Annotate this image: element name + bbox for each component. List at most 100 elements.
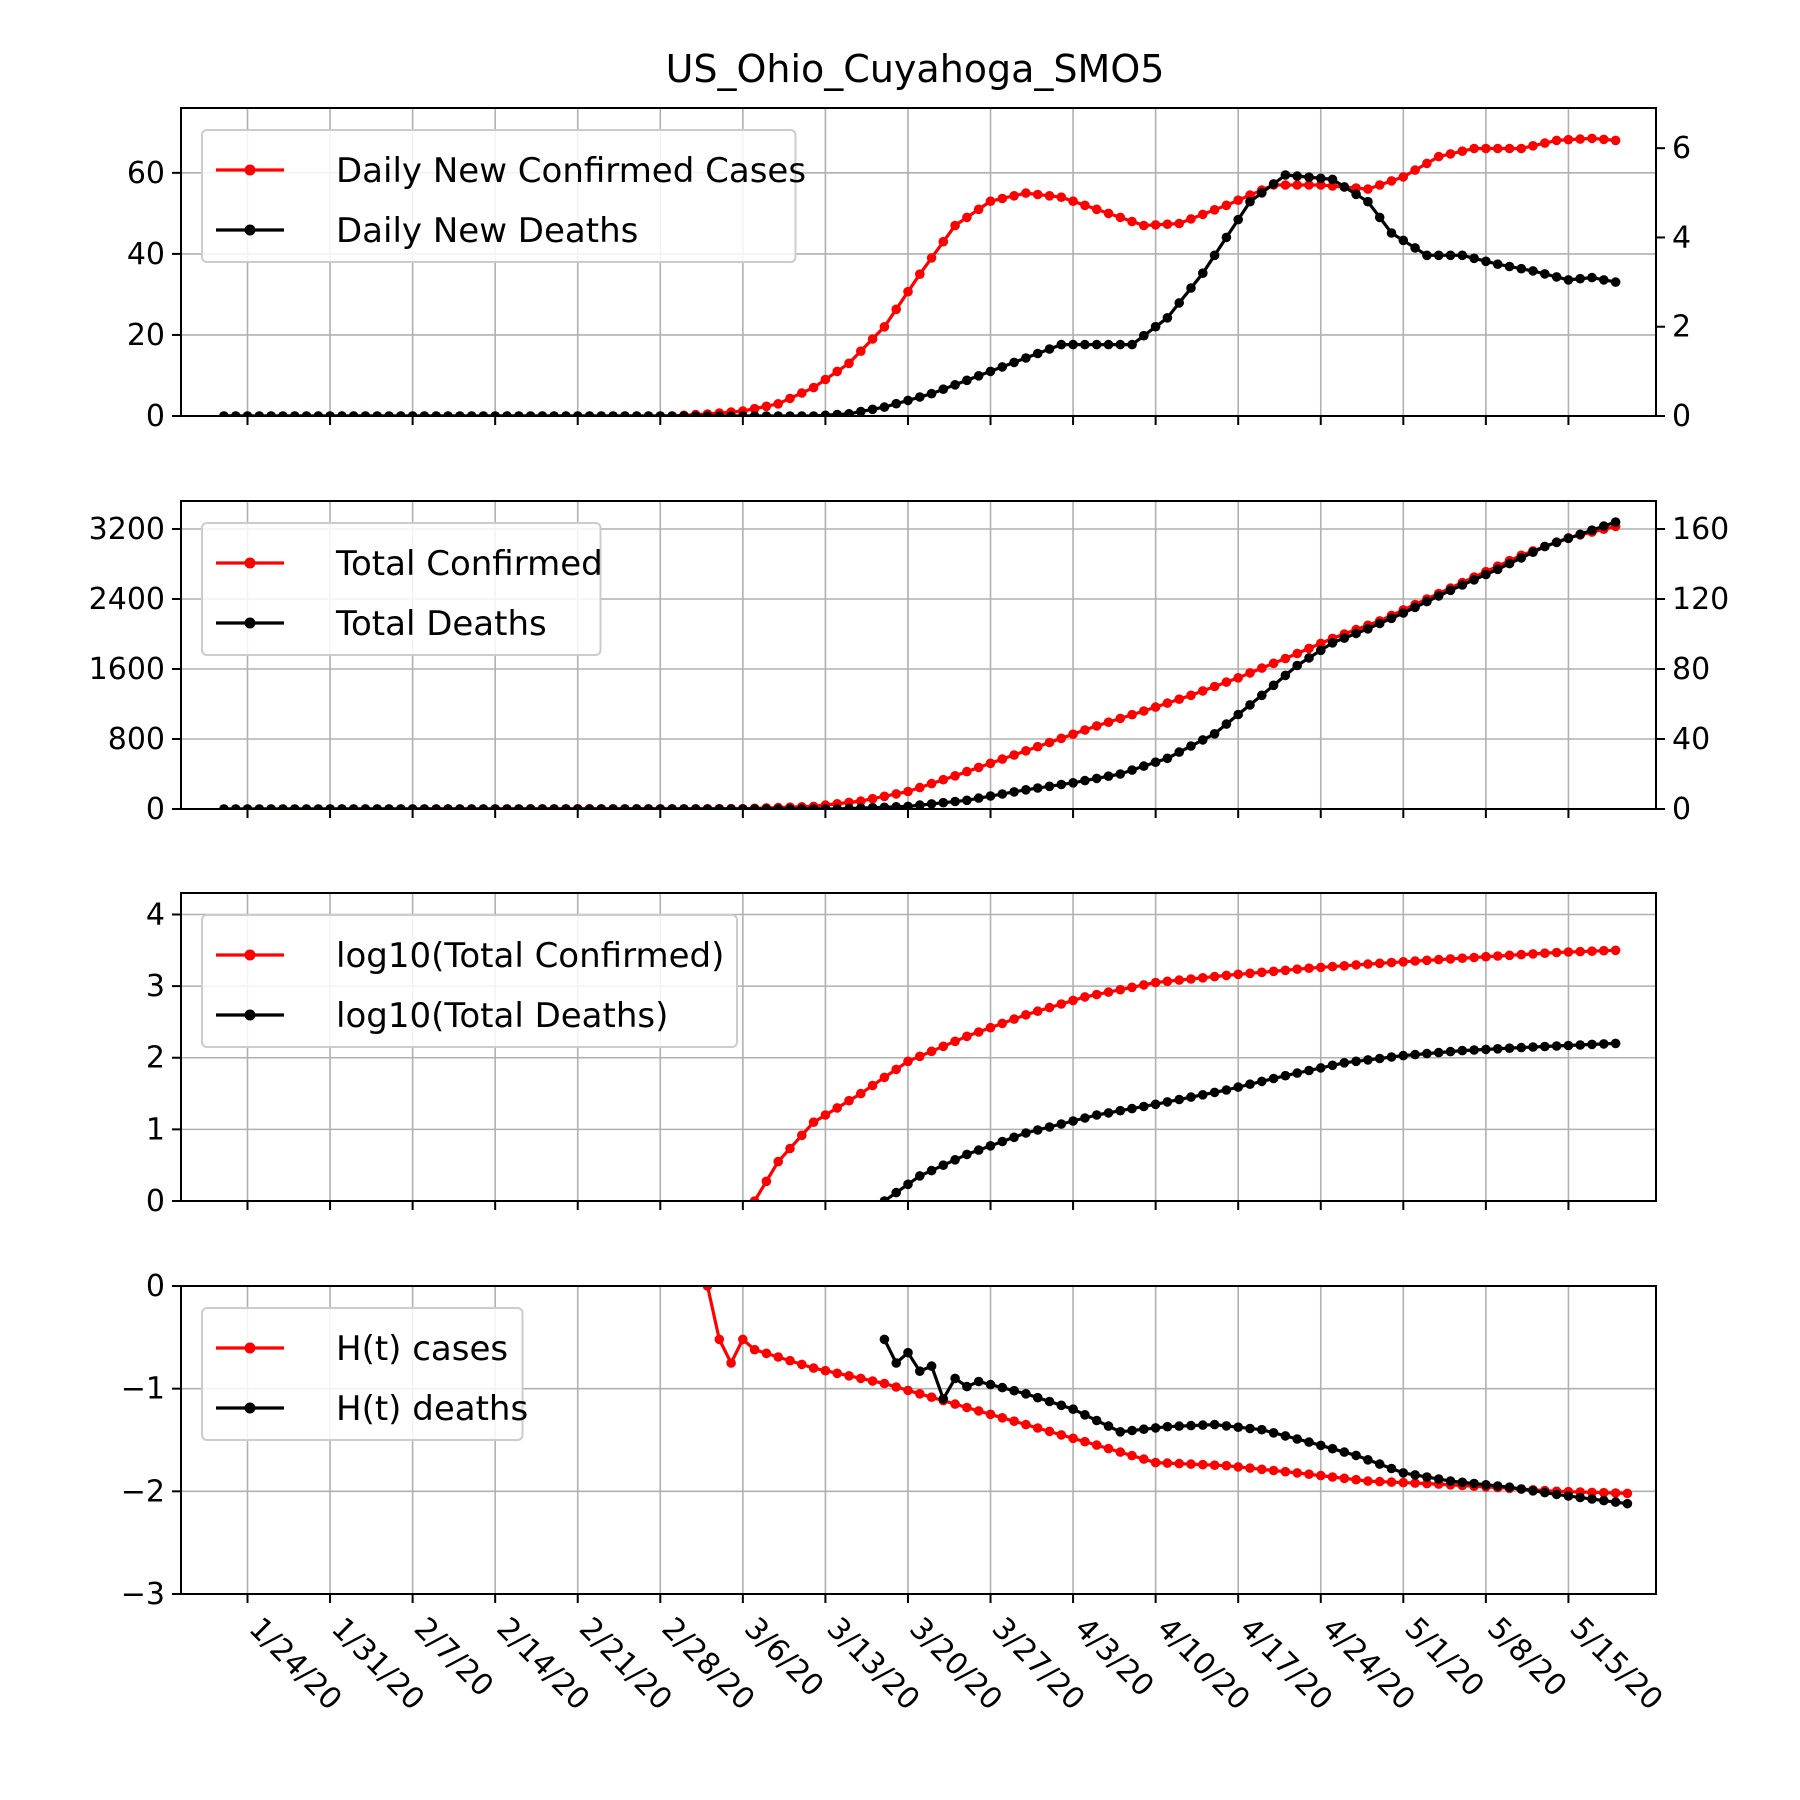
data-point: [973, 1376, 984, 1387]
data-point: [856, 1373, 866, 1384]
data-point: [1445, 954, 1456, 964]
y-tick-label: 20: [127, 318, 165, 353]
data-point: [1374, 958, 1385, 969]
data-point: [749, 1196, 760, 1201]
data-point: [525, 804, 536, 809]
data-point: [879, 402, 890, 412]
data-point: [1327, 174, 1338, 185]
data-point: [1268, 1465, 1279, 1476]
data-point: [1374, 618, 1385, 629]
data-point: [690, 411, 701, 416]
data-point: [1469, 143, 1479, 154]
data-point: [1080, 725, 1090, 735]
data-point: [1174, 1458, 1184, 1469]
data-point: [1209, 205, 1220, 215]
data-point: [1233, 969, 1243, 980]
data-point: [1186, 1459, 1196, 1469]
y-tick-label: 60: [127, 156, 165, 191]
data-point: [384, 804, 394, 809]
data-point: [1304, 172, 1314, 182]
data-point: [419, 804, 430, 809]
series-markers-2: [219, 170, 1621, 416]
data-point: [749, 411, 760, 416]
data-point: [1599, 945, 1609, 956]
data-point: [431, 804, 441, 809]
data-point: [1599, 1039, 1609, 1049]
data-point: [1422, 1048, 1432, 1059]
data-point: [1056, 733, 1067, 744]
data-point: [1469, 952, 1479, 963]
data-point: [820, 410, 831, 416]
data-point: [230, 804, 241, 809]
data-point: [997, 193, 1008, 204]
legend: Total Confirmed Total Deaths: [201, 522, 603, 656]
data-point: [1422, 158, 1432, 169]
data-point: [962, 1149, 972, 1160]
data-point: [985, 1141, 996, 1151]
data-point: [1209, 971, 1220, 982]
data-point: [903, 1347, 913, 1358]
y2-tick-label: 0: [1672, 399, 1691, 434]
y2-tick-label: 160: [1672, 512, 1729, 547]
data-point: [1115, 769, 1126, 779]
data-point: [1363, 1055, 1373, 1065]
data-point: [337, 411, 347, 416]
data-point: [1139, 330, 1149, 341]
series-group: [702, 1286, 1633, 1509]
data-point: [1103, 1421, 1114, 1431]
data-point: [808, 411, 819, 416]
data-point: [891, 789, 901, 799]
data-point: [903, 786, 913, 797]
data-point: [1068, 995, 1078, 1006]
data-point: [1268, 680, 1279, 691]
data-point: [1115, 212, 1126, 223]
data-point: [219, 411, 229, 416]
data-point: [1068, 1116, 1078, 1126]
data-point: [1622, 1498, 1633, 1509]
data-point: [631, 411, 642, 416]
data-point: [1139, 980, 1149, 990]
data-point: [1492, 143, 1503, 154]
data-point: [879, 1072, 890, 1083]
data-point: [1410, 956, 1420, 966]
data-point: [502, 804, 512, 809]
data-point: [1186, 1092, 1196, 1102]
legend-box: [201, 129, 797, 263]
data-point: [1021, 1419, 1031, 1430]
data-point: [643, 804, 654, 809]
data-point: [360, 804, 371, 809]
data-point: [443, 804, 453, 809]
data-point: [1115, 713, 1126, 724]
data-point: [1174, 218, 1184, 229]
data-point: [985, 791, 996, 801]
data-point: [1245, 1463, 1255, 1473]
data-point: [891, 1358, 901, 1368]
data-point: [1280, 670, 1291, 681]
data-point: [1492, 564, 1503, 575]
data-point: [1186, 690, 1196, 701]
data-point: [1504, 950, 1515, 961]
data-point: [1363, 1455, 1373, 1465]
data-point: [478, 804, 489, 809]
y2-tick-label: 2: [1672, 310, 1691, 345]
data-point: [1268, 179, 1279, 189]
data-point: [1327, 181, 1338, 191]
data-point: [1575, 529, 1585, 540]
data-point: [1481, 256, 1491, 267]
data-point: [608, 411, 618, 416]
data-point: [1245, 1079, 1255, 1089]
data-point: [726, 804, 736, 809]
data-point: [1292, 964, 1302, 974]
data-point: [1516, 143, 1527, 154]
data-point: [1292, 660, 1302, 671]
data-point: [808, 1363, 819, 1373]
data-point: [844, 803, 854, 809]
data-point: [1610, 277, 1621, 287]
data-point: [1304, 1065, 1314, 1076]
data-point: [1528, 1042, 1538, 1052]
data-point: [1221, 677, 1232, 687]
axes-frame: [180, 1285, 1657, 1595]
data-point: [278, 804, 288, 809]
data-point: [1363, 959, 1373, 969]
data-point: [1410, 243, 1420, 253]
